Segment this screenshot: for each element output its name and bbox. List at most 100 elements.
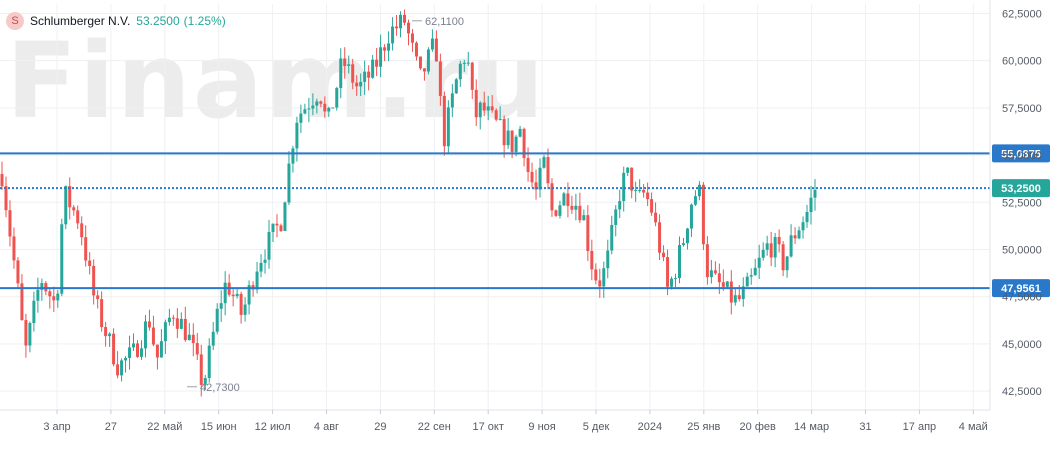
price-axis[interactable]: 62,5000 60,0000 57,5000 55,0000 52,5000 50,00… bbox=[989, 0, 1042, 410]
candle-body bbox=[108, 333, 112, 337]
candle-body bbox=[255, 271, 259, 290]
candle-body bbox=[219, 303, 223, 309]
candle-body bbox=[179, 318, 183, 329]
candle-body bbox=[534, 182, 538, 190]
candle-body bbox=[159, 341, 163, 358]
candle-body bbox=[689, 204, 693, 229]
candle-body bbox=[307, 108, 311, 110]
candle-body bbox=[518, 128, 522, 137]
y-tick-label: 60,0000 bbox=[1002, 56, 1042, 68]
symbol-legend[interactable]: S Schlumberger N.V. 53.2500 (1.25%) bbox=[6, 12, 226, 30]
candles bbox=[0, 9, 817, 397]
candle-body bbox=[757, 257, 761, 268]
level-price-label: 55,0875 bbox=[1001, 148, 1041, 160]
candle-body bbox=[614, 209, 618, 225]
candle-body bbox=[670, 278, 674, 287]
last-price: 53.2500 bbox=[136, 14, 180, 28]
candle-body bbox=[355, 82, 359, 87]
candle-body bbox=[279, 225, 283, 232]
candle-body bbox=[418, 56, 422, 69]
candle-body bbox=[383, 47, 387, 51]
x-tick-label: 4 май bbox=[959, 421, 988, 433]
candle-body bbox=[387, 43, 391, 51]
candle-body bbox=[594, 269, 598, 281]
candle-body bbox=[323, 103, 327, 112]
x-tick-label: 12 июл bbox=[255, 421, 291, 433]
candle-body bbox=[267, 231, 271, 260]
y-tick-label: 42,5000 bbox=[1002, 386, 1042, 398]
candle-body bbox=[331, 107, 335, 109]
candle-body bbox=[681, 243, 685, 246]
x-tick-label: 3 апр bbox=[43, 421, 70, 433]
candle-body bbox=[422, 68, 426, 72]
candle-body bbox=[199, 354, 203, 385]
candle-body bbox=[391, 26, 395, 44]
candle-body bbox=[175, 318, 179, 329]
candle-body bbox=[562, 193, 566, 206]
candle-body bbox=[379, 47, 383, 67]
candle-body bbox=[765, 243, 769, 250]
candle-body bbox=[426, 49, 430, 72]
candle-body bbox=[52, 296, 56, 301]
candle-body bbox=[20, 283, 24, 321]
candle-body bbox=[32, 300, 36, 324]
candle-body bbox=[207, 345, 211, 379]
candle-body bbox=[371, 59, 375, 78]
candle-body bbox=[626, 167, 630, 173]
candle-body bbox=[4, 186, 8, 211]
candle-body bbox=[506, 130, 510, 146]
candle-body bbox=[343, 58, 347, 66]
candle-body bbox=[36, 289, 40, 301]
candle-body bbox=[701, 184, 705, 245]
candle-body bbox=[526, 158, 530, 172]
candle-body bbox=[638, 189, 642, 191]
level-price-tag bbox=[992, 144, 1050, 163]
candle-body bbox=[622, 172, 626, 202]
candle-body bbox=[8, 210, 12, 237]
candle-body bbox=[578, 205, 582, 221]
x-tick-label: 27 bbox=[105, 421, 117, 433]
candle-body bbox=[634, 190, 638, 192]
candle-body bbox=[610, 224, 614, 251]
candle-body bbox=[745, 276, 749, 287]
grid-lines bbox=[0, 4, 990, 410]
candle-body bbox=[430, 38, 434, 50]
candle-body bbox=[785, 256, 789, 271]
candle-body bbox=[685, 228, 689, 244]
candle-body bbox=[662, 252, 666, 258]
level-lines[interactable]: 55,0875 47,9561 53,2500 bbox=[0, 144, 1050, 298]
candle-body bbox=[311, 105, 315, 109]
candle-body bbox=[769, 243, 773, 258]
symbol-logo-icon: S bbox=[6, 12, 24, 30]
candle-body bbox=[100, 299, 104, 328]
time-axis[interactable]: 3 апр 27 22 май 15 июн 12 июл 4 авг 29 22 сен 17… bbox=[0, 409, 990, 433]
candle-body bbox=[777, 236, 781, 245]
candle-body bbox=[725, 281, 729, 287]
candle-body bbox=[263, 259, 267, 263]
x-tick-label: 2024 bbox=[638, 421, 662, 433]
x-tick-label: 29 bbox=[374, 421, 386, 433]
candle-body bbox=[56, 293, 60, 301]
candle-body bbox=[478, 102, 482, 118]
candle-body bbox=[375, 59, 379, 67]
candle-body bbox=[705, 244, 709, 278]
y-tick-label: 57,5000 bbox=[1002, 103, 1042, 115]
candle-body bbox=[502, 118, 506, 146]
candle-body bbox=[287, 163, 291, 203]
candle-body bbox=[171, 317, 175, 319]
candle-body bbox=[458, 63, 462, 80]
candle-body bbox=[797, 230, 801, 239]
candle-body bbox=[259, 262, 263, 272]
candle-body bbox=[0, 173, 4, 187]
candle-body bbox=[88, 260, 92, 266]
candle-body bbox=[247, 285, 251, 305]
candle-body bbox=[139, 348, 143, 357]
candle-body bbox=[542, 157, 546, 168]
level-price-tag bbox=[992, 279, 1050, 298]
candle-body bbox=[363, 71, 367, 82]
candle-body bbox=[136, 343, 139, 357]
candle-body bbox=[642, 189, 646, 193]
candle-body bbox=[24, 320, 28, 346]
candle-body bbox=[303, 109, 307, 114]
